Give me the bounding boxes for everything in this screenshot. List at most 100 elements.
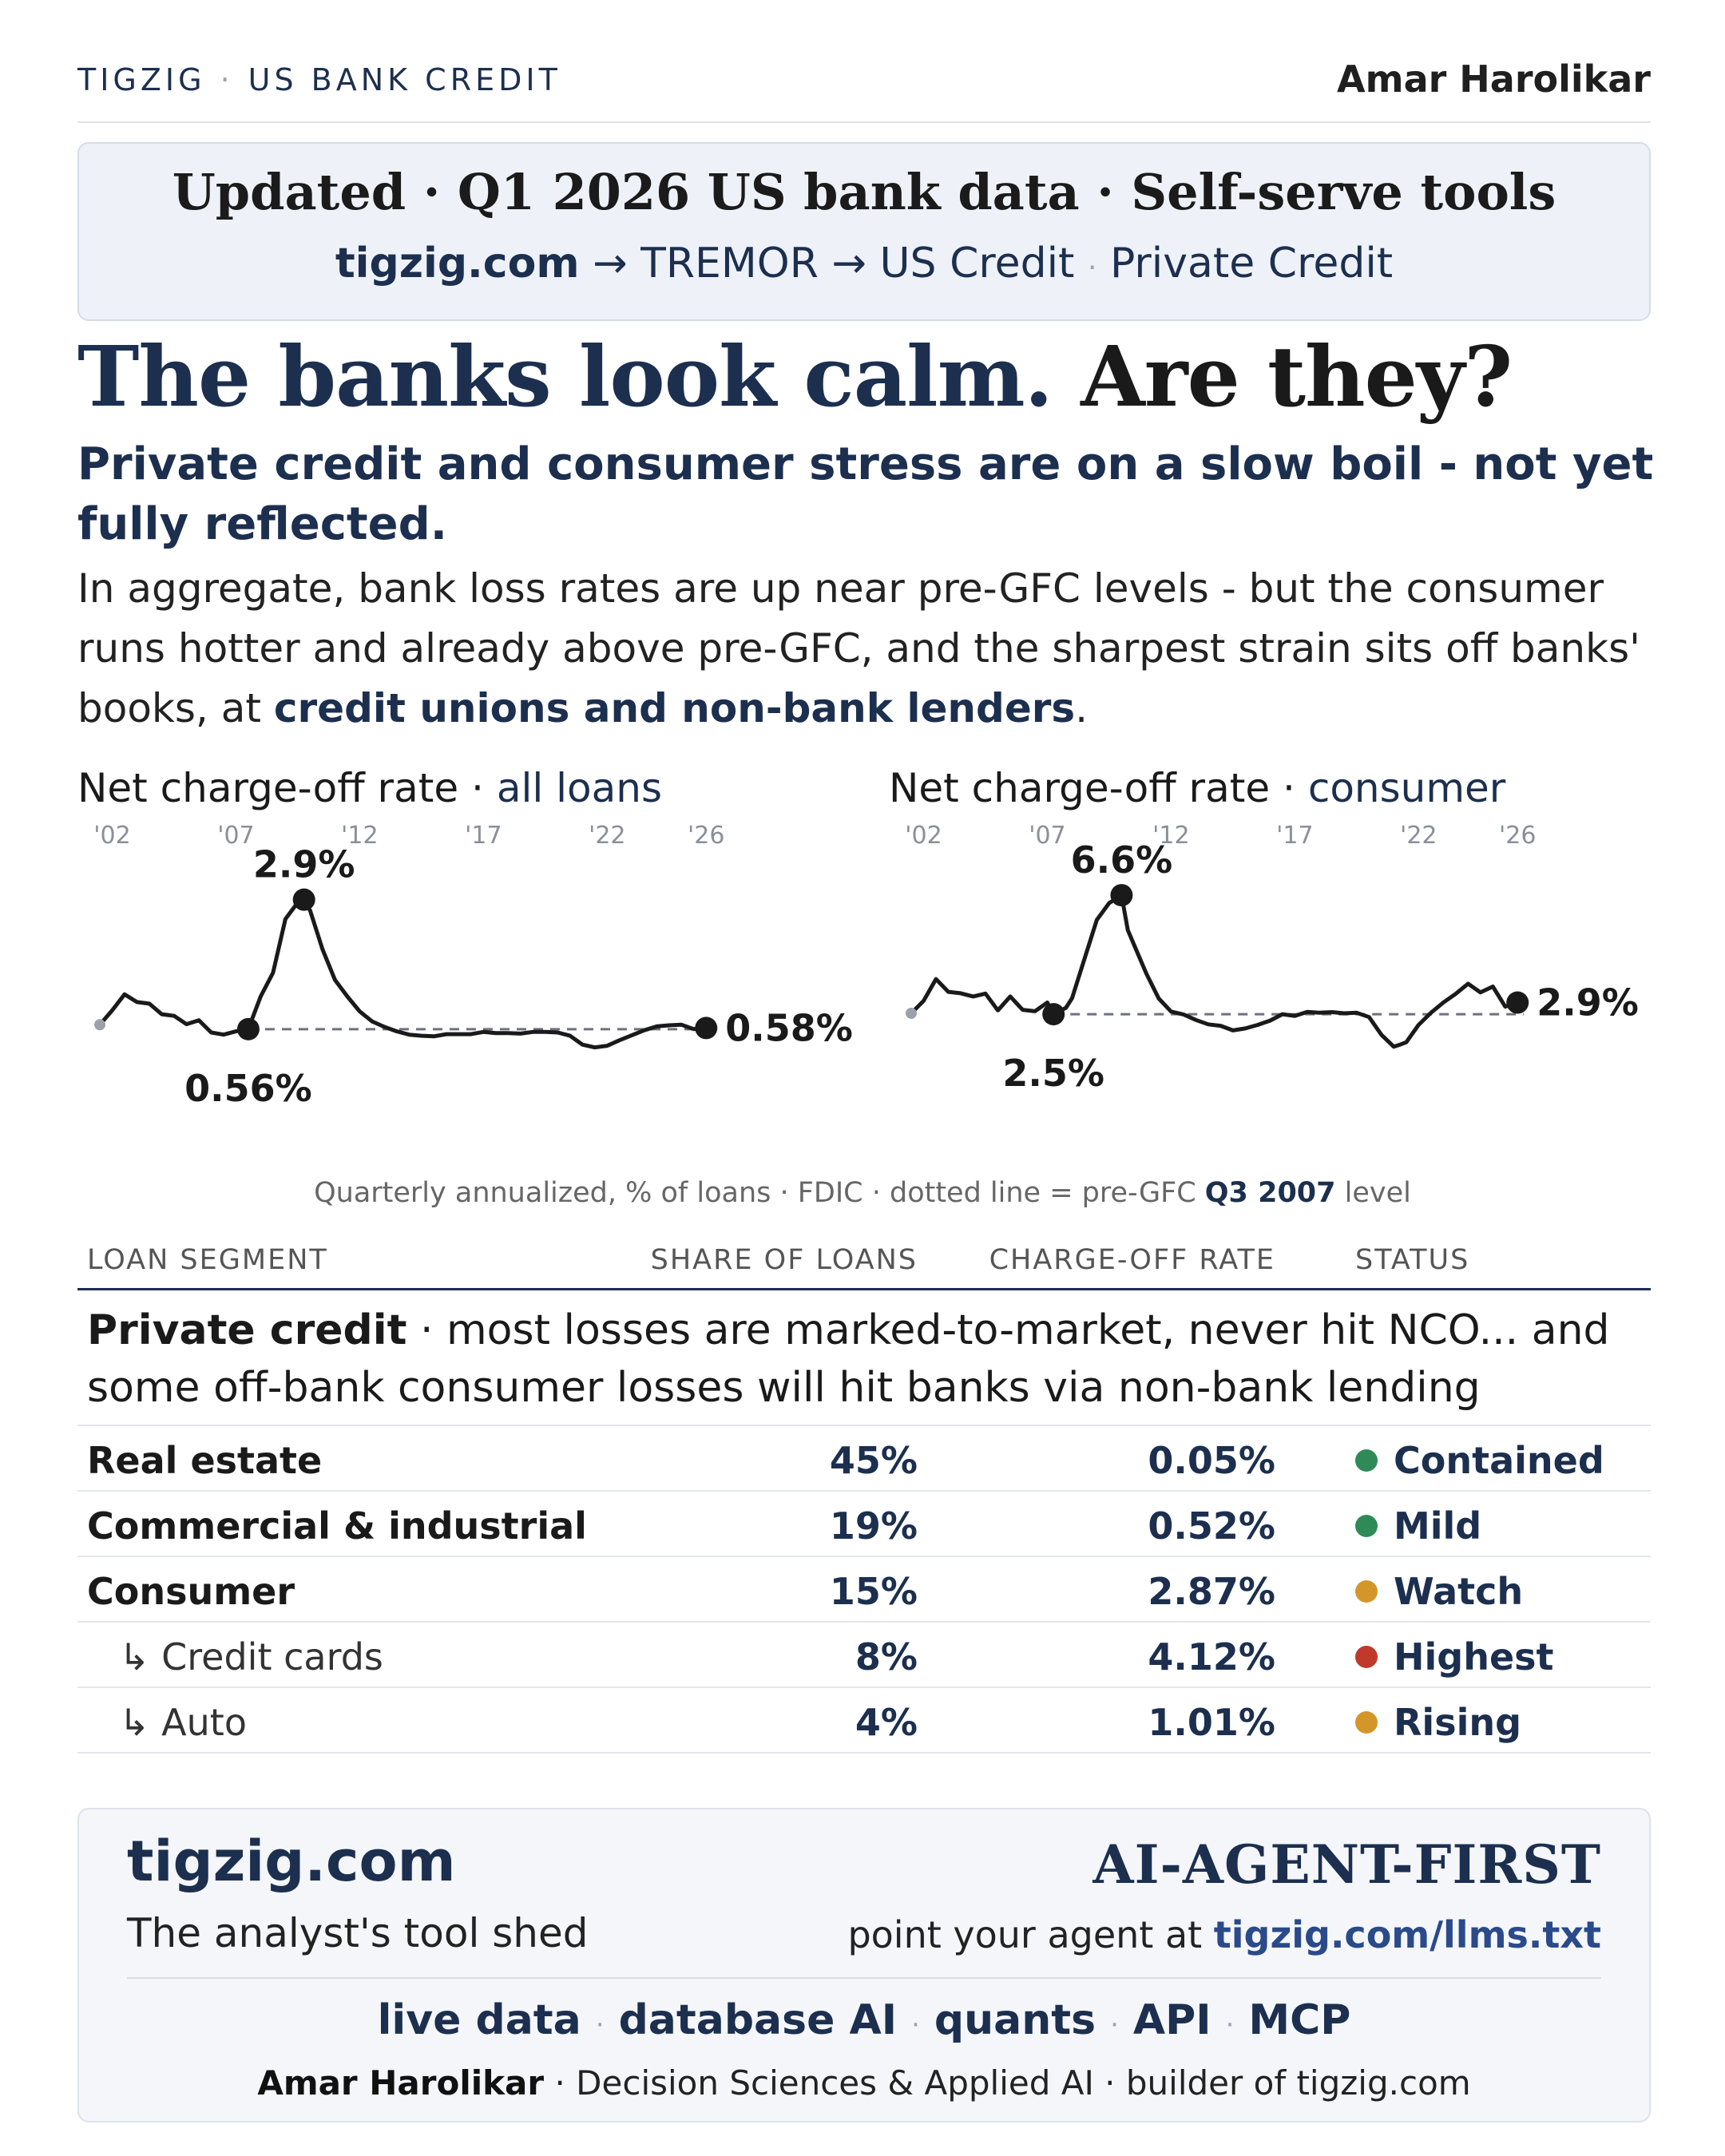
chart-title-highlight: consumer: [1307, 765, 1506, 811]
latest-label: 2.9%: [1537, 981, 1639, 1024]
caption-suffix: level: [1344, 1177, 1411, 1209]
pre-gfc-point: [236, 1017, 260, 1040]
rate-cell: 2.87%: [1148, 1570, 1275, 1613]
table-body: Real estate 45% 0.05% Contained Commercial &…: [77, 1426, 1651, 1754]
status-dot-icon: [1355, 1580, 1378, 1603]
share-cell: 15%: [829, 1570, 918, 1613]
footer-agent-title: AI-AGENT-FIRST: [1092, 1833, 1601, 1896]
link-separator: ·: [911, 2009, 920, 2041]
status-label: Highest: [1394, 1635, 1554, 1678]
footer-link[interactable]: database AI: [618, 1996, 898, 2044]
chart-all-loans: '02 '07 '12 '17 '22 '26 2.9% 0.56% 0.58%: [77, 814, 876, 1166]
section-name[interactable]: US BANK CREDIT: [248, 62, 561, 97]
rate-cell: 4.12%: [1148, 1635, 1275, 1678]
status-dot-icon: [1355, 1711, 1378, 1734]
footer-link[interactable]: live data: [377, 1996, 581, 2044]
status-cell: Mild: [1355, 1504, 1481, 1548]
footer-link[interactable]: MCP: [1248, 1996, 1351, 2044]
caption-prefix: Quarterly annualized, % of loans · FDIC …: [314, 1177, 1196, 1209]
update-private-credit-link[interactable]: Private Credit: [1109, 240, 1394, 287]
page-title: The banks look calm. Are they?: [77, 327, 1513, 426]
footer-divider: [127, 1977, 1601, 1979]
share-cell: 19%: [829, 1504, 918, 1548]
status-dot-icon: [1355, 1449, 1378, 1472]
share-cell: 45%: [829, 1439, 918, 1482]
table-row: Consumer 15% 2.87% Watch: [77, 1557, 1651, 1623]
breadcrumb-separator: ·: [220, 62, 234, 97]
status-cell: Watch: [1355, 1570, 1523, 1613]
x-tick-label: '02: [905, 822, 942, 850]
series-start-point: [906, 1007, 917, 1019]
note-bold: Private credit: [87, 1306, 407, 1354]
intro-end: .: [1075, 685, 1089, 731]
table-header: LOAN SEGMENT SHARE OF LOANS CHARGE-OFF R…: [77, 1230, 1651, 1290]
header-segment: LOAN SEGMENT: [87, 1244, 328, 1276]
top-bar: TIGZIG · US BANK CREDIT Amar Harolikar: [77, 57, 1651, 123]
peak-point: [1110, 884, 1133, 907]
x-tick-label: '12: [341, 822, 378, 850]
headline-part1: The banks look calm.: [77, 327, 1053, 426]
segment-cell: Commercial & industrial: [87, 1504, 587, 1548]
footer-site-link[interactable]: tigzig.com: [127, 1829, 456, 1894]
chart-title-highlight: all loans: [496, 765, 663, 811]
update-path-link[interactable]: → TREMOR → US Credit: [593, 240, 1075, 287]
loan-segment-table: LOAN SEGMENT SHARE OF LOANS CHARGE-OFF R…: [77, 1230, 1651, 1754]
series-line: [909, 893, 1520, 1049]
link-separator: ·: [1110, 2009, 1119, 2041]
llms-txt-link[interactable]: tigzig.com/llms.txt: [1213, 1913, 1601, 1956]
x-tick-label: '07: [1029, 822, 1065, 850]
link-separator: ·: [1225, 2009, 1235, 2041]
table-row: ↳ Auto 4% 1.01% Rising: [77, 1688, 1651, 1754]
peak-point: [292, 888, 315, 911]
segment-cell: Real estate: [87, 1439, 323, 1482]
x-tick-label: '02: [93, 822, 130, 850]
header-share: SHARE OF LOANS: [650, 1244, 918, 1276]
byline-name: Amar Harolikar: [257, 2063, 545, 2102]
footer-card: tigzig.com The analyst's tool shed AI-AG…: [77, 1808, 1651, 2122]
status-dot-icon: [1355, 1515, 1378, 1537]
update-links: tigzig.com → TREMOR → US Credit · Privat…: [79, 240, 1649, 287]
x-tick-label: '07: [217, 822, 254, 850]
share-cell: 4%: [855, 1701, 918, 1744]
peak-label: 6.6%: [1071, 838, 1173, 882]
status-label: Rising: [1394, 1701, 1522, 1744]
footer-links: live data · database AI · quants · API · MCP: [79, 1996, 1649, 2044]
footer-link[interactable]: quants: [934, 1996, 1096, 2044]
chart-consumer: '02 '07 '12 '17 '22 '26 6.6% 2.5% 2.9%: [889, 814, 1687, 1166]
update-banner: Updated · Q1 2026 US bank data · Self-se…: [77, 142, 1651, 321]
footer-agent-pointer: point your agent at tigzig.com/llms.txt: [847, 1913, 1601, 1956]
chart-title-consumer: Net charge-off rate · consumer: [889, 765, 1505, 811]
pre-gfc-point: [1042, 1003, 1065, 1026]
chart-caption: Quarterly annualized, % of loans · FDIC …: [0, 1177, 1725, 1209]
x-tick-label: '12: [1152, 822, 1189, 850]
latest-point: [695, 1017, 718, 1040]
intro-emphasis: credit unions and non-bank lenders: [273, 685, 1076, 731]
peak-label: 2.9%: [253, 843, 355, 886]
brand-name[interactable]: TIGZIG: [77, 62, 206, 97]
headline-part2: Are they?: [1081, 327, 1513, 426]
chart-title-prefix: Net charge-off rate ·: [889, 765, 1295, 811]
x-tick-label: '17: [1276, 822, 1313, 850]
segment-cell: ↳ Credit cards: [119, 1635, 383, 1678]
status-cell: Rising: [1355, 1701, 1521, 1744]
caption-highlight: Q3 2007: [1204, 1177, 1336, 1209]
rate-cell: 1.01%: [1148, 1701, 1275, 1744]
chart-title-all-loans: Net charge-off rate · all loans: [77, 765, 662, 811]
pre-gfc-label: 2.5%: [1002, 1052, 1104, 1095]
chart-consumer-svg: '02 '07 '12 '17 '22 '26 6.6% 2.5% 2.9%: [905, 822, 1639, 1095]
segment-cell: Consumer: [87, 1570, 295, 1613]
brand-breadcrumb: TIGZIG · US BANK CREDIT: [77, 62, 561, 97]
subheadline: Private credit and consumer stress are o…: [77, 438, 1654, 550]
pre-gfc-label: 0.56%: [184, 1067, 312, 1110]
update-site-link[interactable]: tigzig.com: [335, 240, 580, 287]
footer-byline: Amar Harolikar · Decision Sciences & App…: [79, 2063, 1649, 2102]
intro-text: In aggregate, bank loss rates are up nea…: [77, 565, 1640, 731]
chart-title-prefix: Net charge-off rate ·: [77, 765, 484, 811]
header-rate: CHARGE-OFF RATE: [989, 1244, 1275, 1276]
table-row: ↳ Credit cards 8% 4.12% Highest: [77, 1623, 1651, 1688]
status-label: Watch: [1394, 1570, 1524, 1613]
footer-link[interactable]: API: [1132, 1996, 1211, 2044]
x-tick-label: '22: [1400, 822, 1437, 850]
status-cell: Highest: [1355, 1635, 1554, 1678]
series-start-point: [94, 1019, 105, 1031]
